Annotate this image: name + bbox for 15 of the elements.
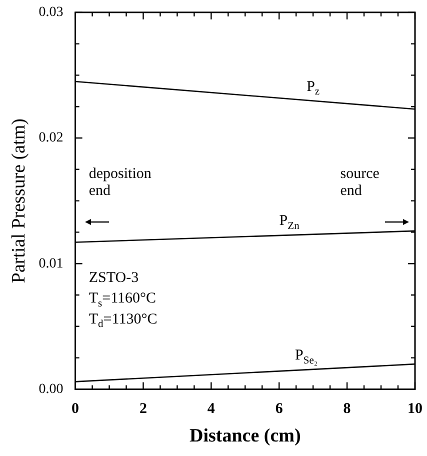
annotation: deposition end xyxy=(88,166,152,200)
y-tick-label: 0.00 xyxy=(38,382,64,397)
x-tick-label: 2 xyxy=(139,401,147,418)
x-tick-label: 6 xyxy=(275,401,284,418)
annotation: ZSTO-3 xyxy=(88,270,139,286)
x-tick-label: 10 xyxy=(408,401,422,418)
y-tick-label: 0.03 xyxy=(38,5,64,20)
y-axis-title: Partial Pressure (atm) xyxy=(8,118,30,284)
y-tick-label: 0.02 xyxy=(38,130,64,146)
y-tick-label: 0.01 xyxy=(38,256,64,272)
x-tick-label: 0 xyxy=(72,401,80,418)
x-tick-label: 8 xyxy=(343,401,351,418)
x-axis-title: Distance (cm) xyxy=(189,426,301,447)
annotation: source end xyxy=(340,166,380,200)
x-tick-label: 4 xyxy=(207,401,216,418)
